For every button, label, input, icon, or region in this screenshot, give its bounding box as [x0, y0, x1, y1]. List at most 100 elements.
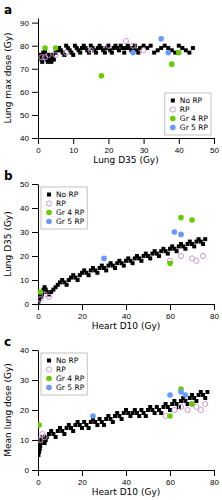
- panel-title: a: [4, 3, 12, 17]
- point: [48, 58, 52, 62]
- point: [87, 426, 91, 430]
- legend-label: Gr 5 RP: [56, 217, 85, 226]
- point: [40, 60, 44, 64]
- y-tick-label: 20: [20, 406, 29, 415]
- series: [90, 389, 188, 419]
- point: [136, 51, 140, 55]
- y-tick-mark: [32, 23, 38, 24]
- x-tick: 60: [166, 304, 175, 321]
- point: [87, 273, 91, 277]
- point: [191, 46, 195, 50]
- point: [203, 396, 207, 400]
- point: [149, 44, 153, 48]
- point: [144, 414, 148, 418]
- point: [205, 390, 209, 394]
- point: [102, 423, 106, 427]
- legend-label: Gr 4 RP: [56, 208, 85, 217]
- point: [192, 244, 196, 248]
- x-tick-label: 80: [210, 478, 219, 487]
- y-tick-label: 30: [20, 228, 29, 237]
- point: [71, 53, 75, 57]
- point: [38, 297, 43, 302]
- point: [46, 52, 51, 57]
- point: [178, 215, 184, 221]
- x-tick: 80: [210, 470, 219, 487]
- point: [42, 434, 47, 439]
- legend-label: Gr 5 RP: [180, 123, 209, 132]
- y-tick-mark: [32, 115, 38, 116]
- point: [172, 407, 177, 412]
- legend: No RPRPGr 4 RPGr 5 RP: [41, 353, 87, 395]
- y-tick-mark: [32, 470, 38, 471]
- x-tick-label: 30: [140, 146, 149, 155]
- point: [88, 48, 93, 53]
- panel-title: b: [4, 169, 13, 183]
- point: [185, 407, 190, 412]
- x-axis-line: [39, 138, 215, 139]
- x-tick-label: 40: [122, 478, 131, 487]
- x-tick: 10: [69, 138, 78, 155]
- y-tick-label: 50: [20, 180, 29, 189]
- point: [165, 50, 171, 56]
- point: [54, 435, 58, 439]
- point: [101, 256, 107, 262]
- y-tick-label: 40: [20, 134, 29, 143]
- point: [176, 50, 182, 56]
- x-tick-mark: [214, 470, 215, 476]
- point: [200, 253, 205, 258]
- x-tick-label: 20: [78, 478, 87, 487]
- legend-symbol: [47, 193, 51, 197]
- x-tick-label: 40: [122, 312, 131, 321]
- point: [117, 48, 121, 52]
- panel: 01020304050405060708090Lung D35 (Gy)Lung…: [3, 3, 219, 165]
- point: [183, 392, 189, 398]
- y-axis: 01020304050: [20, 180, 38, 309]
- point: [94, 51, 98, 55]
- point: [156, 48, 160, 52]
- point: [158, 36, 164, 42]
- legend-label: RP: [56, 365, 66, 374]
- x-tick-mark: [214, 138, 215, 144]
- y-tick: 20: [20, 252, 38, 261]
- legend-label: Gr 5 RP: [56, 383, 85, 392]
- y-tick-mark: [32, 208, 38, 209]
- point: [111, 420, 115, 424]
- point: [177, 44, 181, 48]
- legend-box: [165, 93, 211, 135]
- point: [198, 407, 203, 412]
- point: [189, 401, 194, 406]
- point: [194, 399, 198, 403]
- point: [157, 254, 161, 258]
- y-tick-label: 30: [20, 376, 29, 385]
- y-tick-mark: [32, 410, 38, 411]
- legend-box: [41, 353, 87, 395]
- point: [152, 51, 156, 55]
- point: [130, 50, 136, 56]
- x-tick: 0: [36, 470, 41, 487]
- series: [42, 45, 181, 78]
- series: [38, 237, 207, 303]
- plot-area: [38, 36, 195, 79]
- x-tick: 40: [122, 470, 131, 487]
- point: [99, 73, 105, 79]
- panel: 02040608001020304050Heart D10 (Gy)Lung D…: [3, 169, 219, 331]
- point: [130, 43, 135, 48]
- point: [178, 253, 183, 258]
- x-axis-title: Heart D10 (Gy): [92, 487, 160, 497]
- point: [201, 242, 205, 246]
- x-tick: 30: [140, 138, 149, 155]
- point: [167, 392, 173, 398]
- x-tick: 20: [104, 138, 113, 155]
- point: [123, 38, 128, 43]
- y-tick: 90: [20, 19, 38, 28]
- point: [113, 266, 117, 270]
- legend-symbol: [170, 116, 176, 122]
- y-axis-title: Lung max dose (Gy): [3, 33, 13, 124]
- legend-symbol: [170, 107, 175, 112]
- point: [180, 46, 184, 50]
- point: [194, 258, 199, 263]
- x-tick-label: 0: [36, 312, 41, 321]
- legend-symbol: [170, 125, 176, 131]
- point: [42, 45, 48, 51]
- y-tick-mark: [32, 184, 38, 185]
